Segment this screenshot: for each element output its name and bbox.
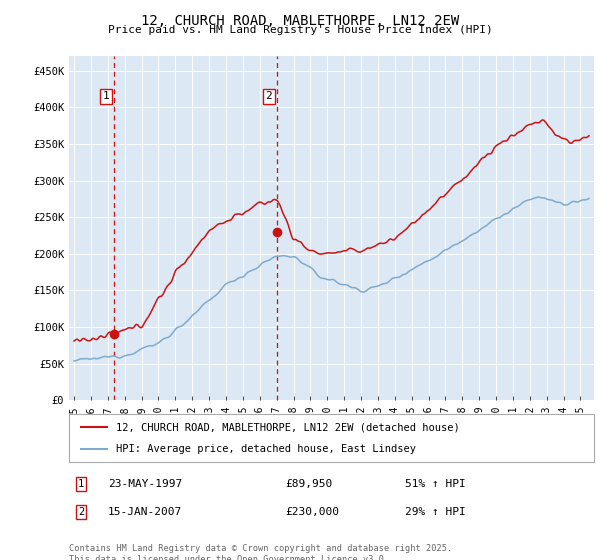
Text: 15-JAN-2007: 15-JAN-2007 <box>108 507 182 517</box>
Text: £89,950: £89,950 <box>285 479 332 489</box>
Text: £230,000: £230,000 <box>285 507 339 517</box>
Text: 1: 1 <box>103 91 109 101</box>
Text: 12, CHURCH ROAD, MABLETHORPE, LN12 2EW: 12, CHURCH ROAD, MABLETHORPE, LN12 2EW <box>141 14 459 28</box>
Text: Contains HM Land Registry data © Crown copyright and database right 2025.
This d: Contains HM Land Registry data © Crown c… <box>69 544 452 560</box>
Text: 1: 1 <box>78 479 84 489</box>
Text: 2: 2 <box>265 91 272 101</box>
Text: 23-MAY-1997: 23-MAY-1997 <box>108 479 182 489</box>
Text: 12, CHURCH ROAD, MABLETHORPE, LN12 2EW (detached house): 12, CHURCH ROAD, MABLETHORPE, LN12 2EW (… <box>116 422 460 432</box>
Text: HPI: Average price, detached house, East Lindsey: HPI: Average price, detached house, East… <box>116 444 416 454</box>
FancyBboxPatch shape <box>69 414 594 462</box>
Text: 2: 2 <box>78 507 84 517</box>
Text: 29% ↑ HPI: 29% ↑ HPI <box>405 507 466 517</box>
Text: 51% ↑ HPI: 51% ↑ HPI <box>405 479 466 489</box>
Text: Price paid vs. HM Land Registry's House Price Index (HPI): Price paid vs. HM Land Registry's House … <box>107 25 493 35</box>
